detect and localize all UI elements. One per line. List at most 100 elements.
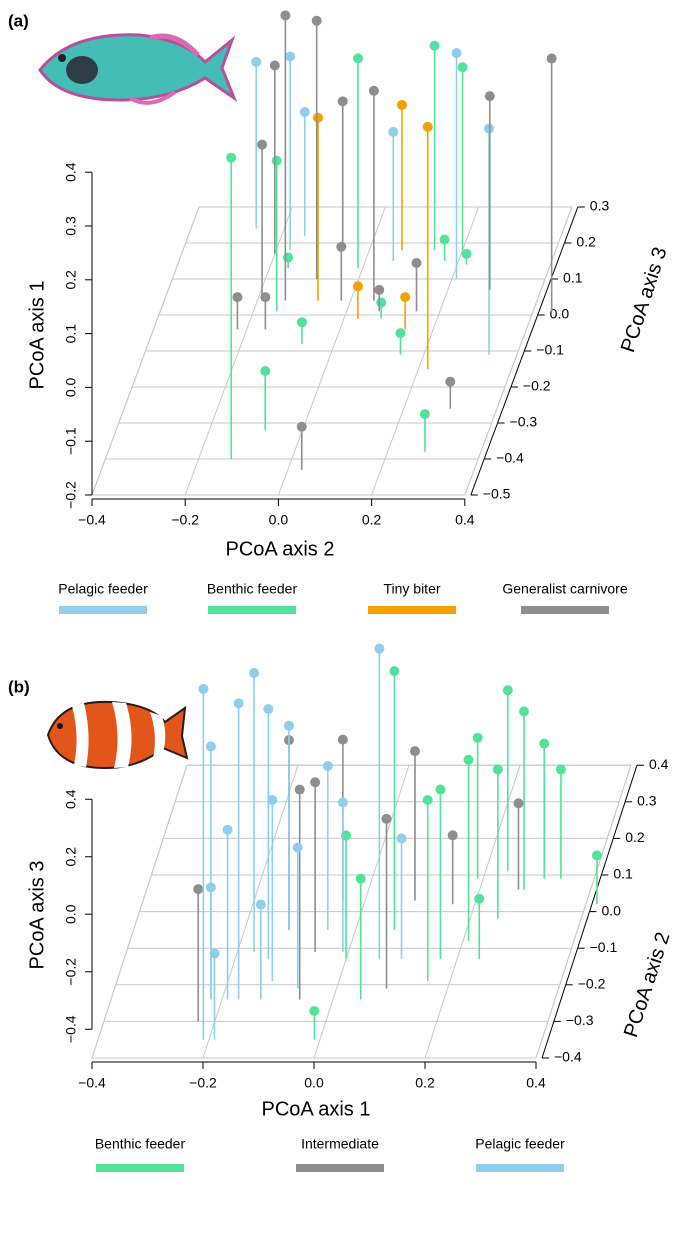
point [411, 257, 422, 268]
point [451, 48, 462, 59]
panel-label: (b) [8, 677, 30, 696]
point [374, 284, 385, 295]
point [457, 62, 468, 73]
x-axis-label: PCoA axis 1 [262, 1098, 371, 1120]
z-tick-label: 0.4 [63, 162, 79, 182]
x-tick-label: 0.2 [415, 1075, 435, 1091]
y-tick-label: −0.3 [566, 1012, 594, 1028]
y-tick-label: 0.3 [590, 198, 610, 214]
point [429, 40, 440, 51]
point [555, 764, 566, 775]
point [539, 738, 550, 749]
point [396, 99, 407, 110]
point [251, 56, 262, 67]
point [299, 107, 310, 118]
y-tick-label: 0.2 [625, 829, 645, 845]
point [292, 842, 303, 853]
point [257, 139, 268, 150]
legend-label: Benthic feeder [95, 1136, 186, 1152]
point [309, 1005, 320, 1016]
panel-label: (a) [8, 11, 29, 30]
point [422, 795, 433, 806]
y-tick-label: −0.2 [523, 378, 551, 394]
point [222, 824, 233, 835]
y-tick-label: 0.3 [637, 793, 657, 809]
x-tick-label: −0.4 [78, 512, 106, 528]
point [435, 784, 446, 795]
point [461, 248, 472, 259]
point [267, 795, 278, 806]
point [296, 317, 307, 328]
x-tick-label: 0.4 [526, 1075, 546, 1091]
point [205, 741, 216, 752]
x-tick-label: 0.2 [362, 512, 382, 528]
y-axis [541, 765, 638, 1059]
y-tick-label: 0.0 [602, 902, 622, 918]
z-tick-label: −0.4 [63, 1015, 79, 1043]
point [381, 813, 392, 824]
legend-label: Benthic feeder [207, 581, 298, 597]
point [311, 15, 322, 26]
legend-label: Generalist carnivore [502, 581, 627, 597]
point [352, 281, 363, 292]
point [355, 873, 366, 884]
point [226, 152, 237, 163]
legend-swatch [521, 606, 609, 614]
y-tick-label: −0.5 [483, 486, 511, 502]
legend-swatch [208, 606, 296, 614]
legend-swatch [296, 1164, 384, 1172]
y-axis-label: PCoA axis 3 [617, 245, 672, 355]
y-tick-label: −0.1 [536, 342, 564, 358]
point [271, 155, 282, 166]
x-tick-label: −0.2 [189, 1075, 217, 1091]
point [310, 777, 321, 788]
y-tick-label: 0.0 [550, 306, 570, 322]
point [513, 798, 524, 809]
z-tick-label: 0.4 [63, 789, 79, 809]
point [519, 706, 530, 717]
legend-swatch [368, 606, 456, 614]
point [296, 421, 307, 432]
point [445, 376, 456, 387]
point [313, 112, 324, 123]
y-tick-label: −0.1 [590, 939, 618, 955]
point [388, 126, 399, 137]
x-tick-label: 0.0 [269, 512, 289, 528]
legend-swatch [476, 1164, 564, 1172]
point [280, 10, 291, 21]
point [249, 667, 260, 678]
x-tick-label: −0.2 [171, 512, 199, 528]
point [205, 882, 216, 893]
y-axis-label: PCoA axis 2 [620, 930, 675, 1040]
point [294, 784, 305, 795]
z-tick-label: 0.3 [63, 216, 79, 236]
y-tick-label: −0.3 [510, 414, 538, 430]
legend-label: Pelagic feeder [475, 1136, 565, 1152]
y-tick-label: −0.2 [578, 976, 606, 992]
point [463, 754, 474, 765]
z-tick-label: −0.2 [63, 958, 79, 986]
point [389, 666, 400, 677]
x-axis-label: PCoA axis 2 [226, 538, 335, 560]
point [419, 409, 430, 420]
z-tick-label: 0.1 [63, 324, 79, 344]
point [193, 884, 204, 895]
legend-label: Intermediate [301, 1136, 379, 1152]
point [376, 297, 387, 308]
point [285, 51, 296, 62]
z-axis-label: PCoA axis 3 [26, 861, 48, 970]
legend-swatch [59, 606, 147, 614]
x-tick-label: 0.0 [304, 1075, 324, 1091]
point [368, 85, 379, 96]
z-tick-label: 0.0 [63, 904, 79, 924]
legend-swatch [96, 1164, 184, 1172]
point [492, 764, 503, 775]
point [233, 698, 244, 709]
point [283, 720, 294, 731]
point [502, 685, 513, 696]
point [447, 830, 458, 841]
z-tick-label: −0.2 [63, 481, 79, 509]
point [546, 53, 557, 64]
point [336, 241, 347, 252]
